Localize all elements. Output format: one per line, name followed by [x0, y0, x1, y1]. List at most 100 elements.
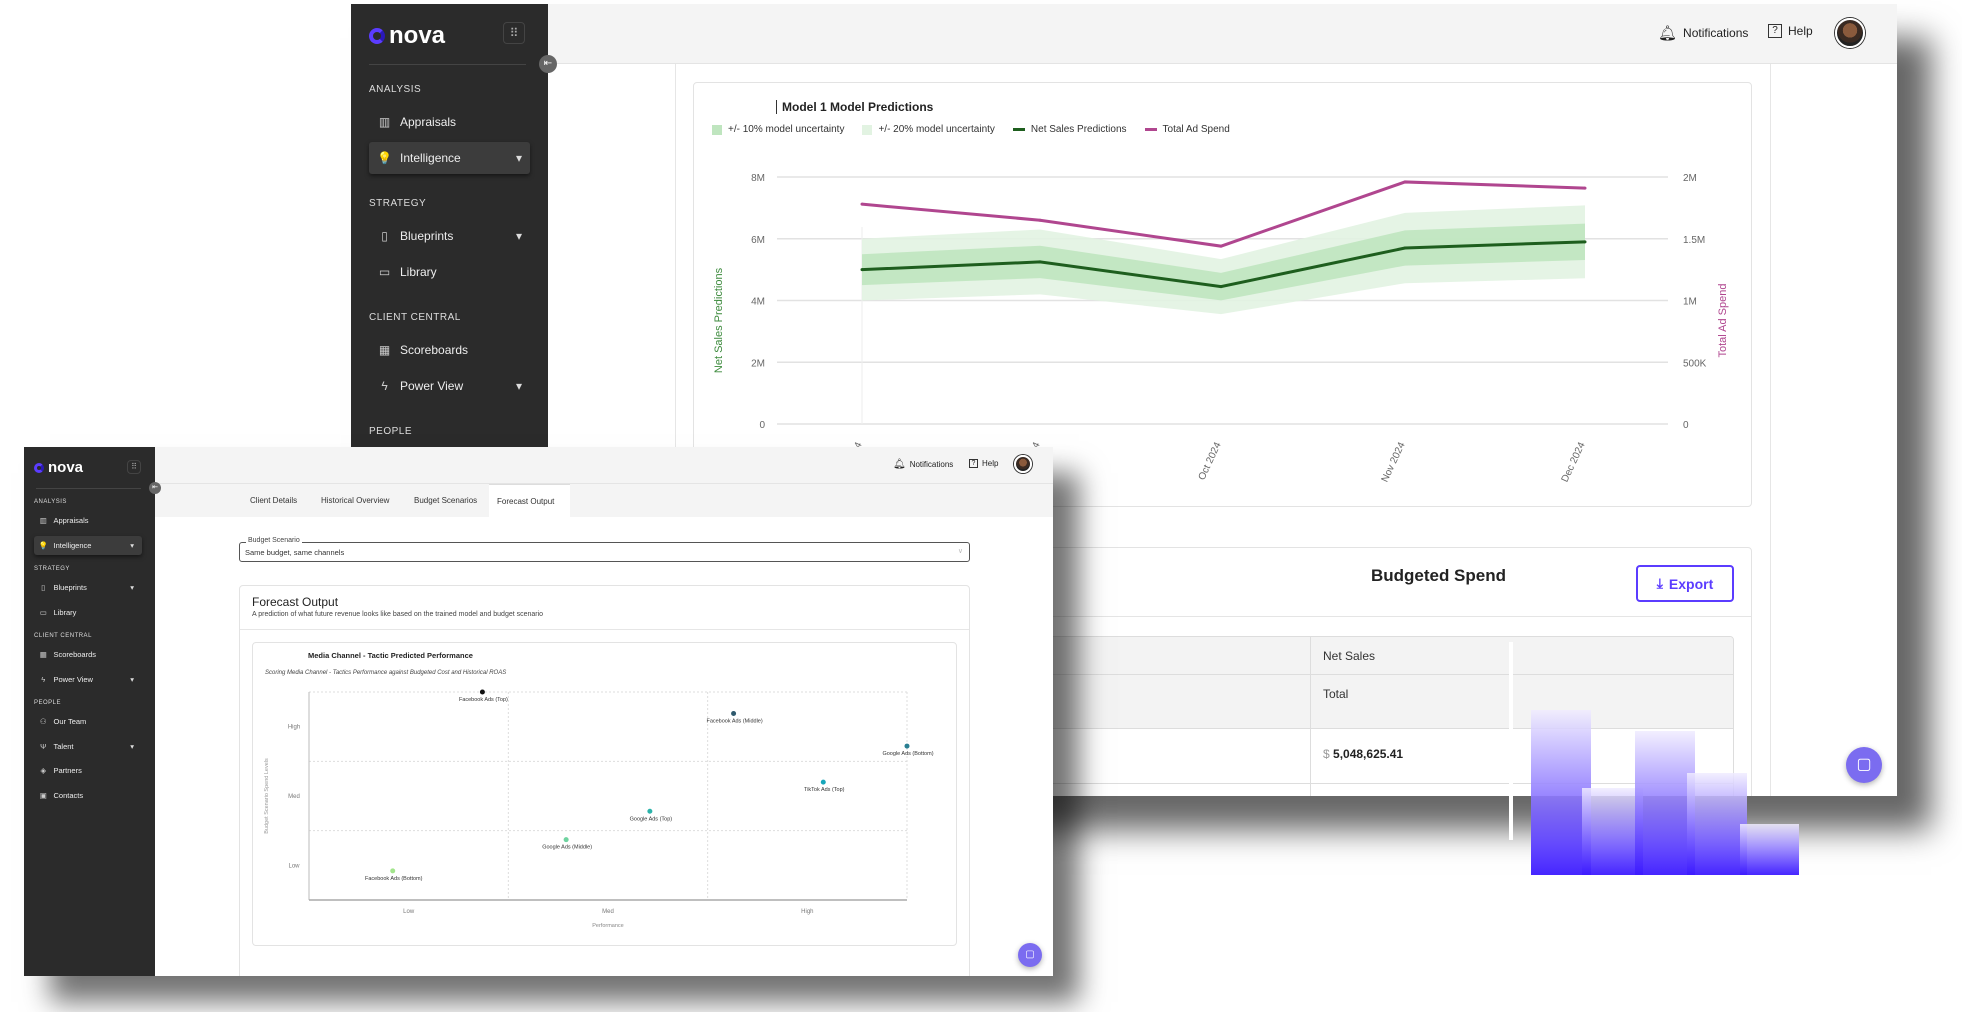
help-button[interactable]: ? Help — [1768, 24, 1813, 38]
sidebar-item-intelligence[interactable]: 💡 Intelligence ▾ — [369, 142, 530, 174]
sidebar-item-our-team[interactable]: ⚇ Our Team — [34, 712, 142, 731]
budget-scenario-value: Same budget, same channels — [245, 548, 345, 557]
point-label: Facebook Ads (Middle) — [706, 718, 762, 724]
sidebar-item-scoreboards[interactable]: ▦ Scoreboards — [369, 334, 530, 366]
data-point — [1038, 260, 1042, 264]
notifications-button[interactable]: 🔔︎ Notifications — [893, 459, 953, 470]
scatter-title: Media Channel - Tactic Predicted Perform… — [308, 651, 473, 660]
legend-label: Net Sales Predictions — [1030, 124, 1127, 135]
bell-icon: 🔔︎ — [893, 459, 906, 470]
data-point — [1038, 218, 1042, 222]
scatter-point-google-ads-bottom[interactable] — [904, 743, 910, 749]
export-button[interactable]: ⤓ Export — [1636, 565, 1734, 602]
sidebar-item-label: Contacts — [53, 790, 84, 800]
logo-mark-icon — [34, 462, 44, 473]
sidebar-item-blueprints[interactable]: ▯ Blueprints ▾ — [34, 578, 142, 597]
sidebar-item-blueprints[interactable]: ▯ Blueprints ▾ — [369, 220, 530, 252]
sidebar-item-power-view[interactable]: ϟ Power View ▾ — [34, 670, 142, 689]
apps-grid-icon[interactable]: ⠿ — [127, 460, 141, 474]
caret-down-icon: ▾ — [515, 229, 522, 243]
budget-scenario-select[interactable]: Budget Scenario Same budget, same channe… — [239, 537, 970, 562]
tab-client-details[interactable]: Client Details — [250, 496, 298, 505]
y-tick-label: High — [288, 725, 300, 731]
tab-historical-overview[interactable]: Historical Overview — [321, 496, 390, 505]
x-tick-label: Dec 2024 — [1560, 440, 1588, 484]
sidebar-item-power-view[interactable]: ϟ Power View ▾ — [369, 370, 530, 402]
legend-swatch — [862, 124, 873, 135]
sidebar-item-library[interactable]: ▭ Library — [34, 603, 142, 622]
chat-button[interactable]: ▢ — [1018, 943, 1042, 967]
apps-grid-icon[interactable]: ⠿ — [503, 22, 525, 44]
tab-forecast-output[interactable]: Forecast Output — [489, 484, 570, 517]
caret-down-icon: ▾ — [130, 674, 134, 684]
sidebar-item-appraisals[interactable]: ▥ Appraisals — [34, 511, 142, 530]
point-label: Facebook Ads (Top) — [459, 697, 508, 703]
data-point — [1219, 244, 1223, 248]
sidebar-item-appraisals[interactable]: ▥ Appraisals — [369, 106, 530, 138]
scatter-point-google-ads-top[interactable] — [647, 808, 653, 814]
scatter-point-tiktok-ads-top[interactable] — [820, 779, 826, 785]
section-client-central: CLIENT CENTRAL — [34, 633, 92, 639]
scatter-point-facebook-ads-middle[interactable] — [731, 710, 737, 716]
scatter-point-facebook-ads-bottom[interactable] — [390, 868, 396, 874]
sidebar-item-label: Scoreboards — [53, 650, 97, 659]
help-button[interactable]: ? Help — [969, 459, 998, 468]
scatter-point-google-ads-middle[interactable] — [563, 837, 569, 843]
card-divider — [694, 616, 1751, 617]
section-strategy: STRATEGY — [369, 198, 427, 209]
book-icon: ▭ — [378, 265, 391, 279]
lightning-icon: ϟ — [41, 674, 46, 684]
model-predictions-card: Model 1 Model Predictions +/- 10% model … — [693, 82, 1752, 507]
sidebar-item-partners[interactable]: ◈ Partners — [34, 761, 142, 780]
y-tick-label: Low — [288, 863, 300, 869]
table-icon: ▦ — [378, 343, 391, 357]
data-point — [1583, 186, 1587, 190]
bell-icon: 🔔︎ — [1658, 25, 1678, 42]
net-sales-header: Net Sales — [1323, 649, 1376, 663]
user-avatar[interactable] — [1014, 455, 1032, 473]
brand-name: nova — [389, 22, 446, 49]
net-sales-total-value: 5,048,625.41 — [1333, 747, 1404, 761]
sidebar-item-label: Talent — [53, 741, 74, 751]
point-label: Google Ads (Top) — [630, 816, 673, 822]
collapse-sidebar-icon[interactable]: ⇤ — [539, 55, 557, 73]
sidebar-item-scoreboards[interactable]: ▦ Scoreboards — [34, 645, 142, 664]
notifications-button[interactable]: 🔔︎ Notifications — [1658, 24, 1748, 42]
net-sales-total-cell: $ 5,048,625.41 — [1323, 747, 1403, 761]
logo-mark-icon — [369, 28, 385, 44]
legend-item: +/- 10% model uncertainty — [712, 124, 844, 135]
help-icon: ? — [1768, 24, 1782, 38]
collapse-sidebar-icon[interactable]: ⇤ — [149, 482, 161, 494]
scatter-point-facebook-ads-top[interactable] — [479, 689, 485, 695]
y-axis-title: Budget Scenario Spend Levels — [264, 758, 270, 834]
legend-item: Net Sales Predictions — [1012, 124, 1127, 135]
data-point — [1583, 240, 1587, 244]
sidebar-item-label: Library — [53, 607, 77, 617]
tab-budget-scenarios[interactable]: Budget Scenarios — [414, 496, 478, 505]
forecast-subtitle: A prediction of what future revenue look… — [252, 611, 544, 618]
decorative-bar — [1687, 773, 1747, 875]
y2-tick-label: 500K — [1683, 358, 1707, 369]
sidebar-item-talent[interactable]: Ψ Talent ▾ — [34, 737, 142, 756]
nova-logo: nova — [369, 22, 445, 50]
data-point — [860, 268, 864, 272]
user-avatar[interactable] — [1835, 18, 1865, 48]
section-analysis: ANALYSIS — [34, 499, 67, 505]
caret-down-icon: ▾ — [130, 741, 134, 751]
handshake-icon: ◈ — [40, 766, 47, 775]
data-point — [860, 202, 864, 206]
x-tick-label: Med — [602, 909, 614, 915]
chart-icon: ▥ — [378, 115, 391, 129]
y-tick-label: 0 — [759, 420, 765, 431]
sidebar-item-intelligence[interactable]: 💡 Intelligence ▾ — [34, 535, 142, 555]
y-axis-title: Net Sales Predictions — [713, 267, 725, 373]
sidebar-item-library[interactable]: ▭ Library — [369, 256, 530, 288]
sidebar-divider — [369, 64, 526, 65]
sidebar-item-label: Appraisals — [53, 516, 89, 525]
sidebar-item-contacts[interactable]: ▣ Contacts — [34, 786, 142, 805]
caret-down-icon: ▾ — [515, 151, 522, 165]
scatter-subtitle: Scoring Media Channel - Tactics Performa… — [265, 670, 507, 676]
chat-button[interactable]: ▢ — [1846, 747, 1882, 783]
map-icon: ▯ — [41, 583, 46, 592]
point-label: Google Ads (Bottom) — [882, 751, 933, 757]
